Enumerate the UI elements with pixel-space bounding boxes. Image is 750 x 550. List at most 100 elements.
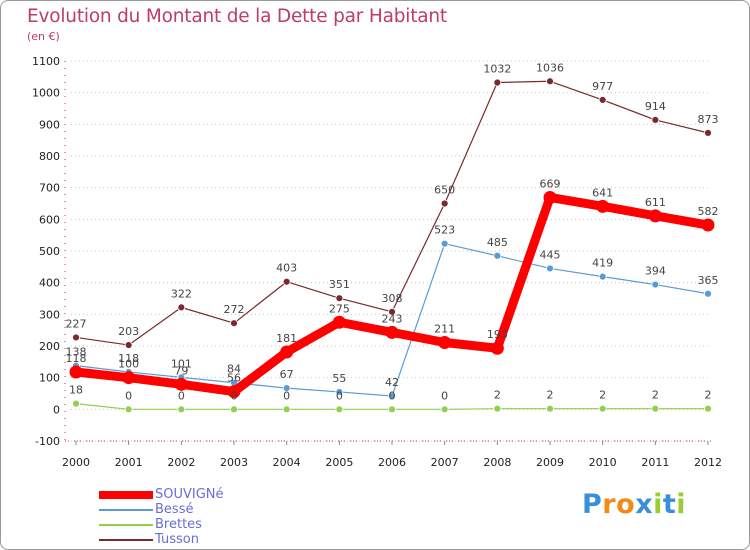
data-label: 181: [276, 332, 297, 345]
data-point: [282, 277, 291, 286]
data-point: [546, 77, 554, 86]
series-line-3: [75, 80, 709, 346]
logo-letter: i: [653, 489, 663, 520]
data-label: 977: [592, 80, 613, 93]
data-label: 272: [224, 303, 245, 316]
chart-title: Evolution du Montant de la Dette par Hab…: [27, 6, 447, 27]
data-point: [69, 365, 83, 379]
data-label: 67: [280, 368, 294, 381]
data-point: [388, 392, 396, 400]
legend-label: Brettes: [155, 517, 202, 532]
data-label: 873: [698, 113, 719, 126]
data-label: 79: [174, 364, 188, 377]
y-tick-label: 900: [39, 118, 60, 131]
data-label: 118: [118, 352, 139, 365]
data-label: 2: [652, 389, 659, 402]
x-tick-label: 2006: [378, 456, 406, 469]
data-label: 227: [66, 317, 87, 330]
data-label: 2: [599, 389, 606, 402]
logo-letter: P: [582, 489, 603, 520]
legend-label: Bessé: [155, 502, 194, 517]
legend-item: Brettes: [99, 517, 224, 532]
x-tick-label: 2009: [536, 456, 564, 469]
logo-letter: x: [635, 489, 654, 520]
series-layer: [69, 77, 715, 414]
data-point: [227, 385, 241, 399]
data-label: 351: [329, 278, 350, 291]
data-point: [596, 199, 610, 213]
x-tick-label: 2003: [220, 456, 248, 469]
data-point: [388, 405, 396, 414]
data-label: 1036: [536, 61, 564, 74]
data-point: [651, 280, 660, 289]
data-label: 669: [540, 177, 561, 190]
data-label: 650: [434, 184, 455, 197]
proxiti-logo: Proxiti: [582, 489, 686, 520]
data-label: 2: [494, 389, 501, 402]
y-tick-label: 100: [39, 372, 60, 385]
logo-letter: i: [676, 489, 687, 520]
data-label: 0: [125, 389, 132, 402]
data-label: 403: [276, 262, 297, 275]
data-point: [122, 371, 136, 385]
x-tick-label: 2008: [483, 456, 511, 469]
data-label: 0: [389, 389, 396, 402]
data-point: [440, 199, 449, 208]
legend-swatch: [99, 538, 153, 541]
data-label: 0: [441, 389, 448, 402]
data-label: 611: [645, 196, 666, 209]
data-label: 203: [118, 325, 139, 338]
data-point: [332, 315, 346, 329]
data-point: [651, 116, 660, 124]
data-label: 322: [171, 287, 192, 300]
data-point: [177, 405, 186, 414]
x-tick-label: 2004: [273, 456, 301, 469]
data-label: 211: [434, 323, 455, 336]
logo-letter: t: [662, 489, 677, 520]
y-tick-label: 600: [39, 213, 60, 226]
x-tick-label: 2010: [589, 456, 617, 469]
data-point: [493, 251, 502, 260]
data-label: 914: [645, 100, 666, 113]
data-point: [648, 209, 662, 223]
x-tick-label: 2001: [115, 456, 143, 469]
chart-legend: SOUVIGNé Bessé Brettes Tusson: [99, 487, 224, 547]
data-point: [704, 289, 712, 298]
data-label: 582: [698, 205, 719, 218]
data-point: [72, 399, 80, 408]
data-point: [440, 405, 449, 414]
data-point: [598, 272, 607, 281]
y-tick-label: 1000: [32, 87, 60, 100]
data-label: 101: [171, 357, 192, 370]
y-tick-label: 700: [39, 182, 60, 195]
chart-subtitle: (en €): [27, 30, 60, 43]
logo-letter: o: [616, 489, 636, 520]
data-label: 445: [540, 248, 561, 261]
legend-item: SOUVIGNé: [99, 487, 224, 502]
data-label: 193: [487, 328, 508, 341]
legend-label: Tusson: [155, 532, 199, 547]
data-point: [174, 377, 188, 391]
x-tick-label: 2005: [325, 456, 353, 469]
x-tick-label: 2000: [62, 456, 90, 469]
data-point: [124, 405, 133, 414]
data-label: 0: [336, 389, 343, 402]
data-label: 485: [487, 236, 508, 249]
data-point: [335, 294, 344, 303]
data-point: [230, 405, 238, 414]
data-point: [598, 96, 607, 104]
data-point: [440, 239, 449, 248]
data-point: [598, 404, 607, 413]
x-tick-label: 2002: [167, 456, 195, 469]
y-tick-label: 400: [39, 277, 60, 290]
logo-letter: r: [602, 489, 617, 520]
data-point: [280, 345, 294, 359]
data-point: [701, 218, 715, 232]
data-point: [72, 333, 80, 342]
legend-label: SOUVIGNé: [155, 487, 224, 502]
data-point: [230, 319, 238, 328]
data-label: 56: [227, 372, 241, 385]
data-label: 275: [329, 302, 350, 315]
legend-swatch: [99, 490, 153, 499]
data-point: [546, 264, 554, 273]
